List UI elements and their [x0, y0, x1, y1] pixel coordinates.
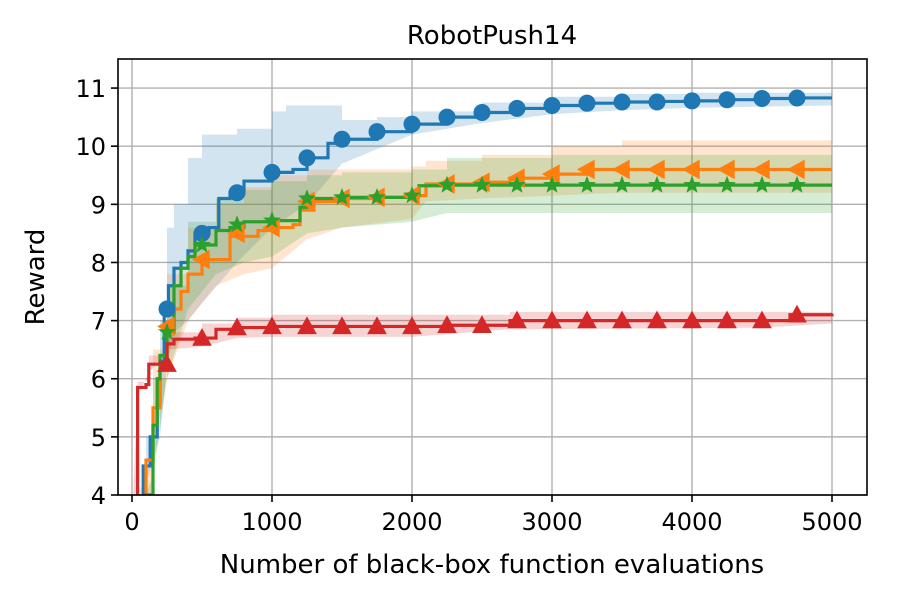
series-line-4 — [136, 313, 834, 495]
y-tick-label: 8 — [91, 249, 106, 277]
star-marker — [298, 189, 316, 207]
triangle-up-marker — [262, 316, 282, 335]
axis-ticks: 0 1000 2000 3000 4000 5000 4 5 6 7 8 9 10 11 — [75, 75, 862, 536]
triangle-left-marker — [751, 159, 770, 180]
star-marker — [543, 175, 561, 193]
triangle-up-marker — [752, 310, 772, 329]
triangle-up-marker — [577, 310, 597, 329]
triangle-up-marker — [472, 315, 492, 333]
circle-marker — [543, 97, 561, 115]
x-axis-label: Number of black-box function evaluations — [220, 550, 764, 580]
triangle-left-marker — [681, 159, 700, 180]
y-tick-label: 9 — [91, 191, 106, 219]
markers-series-4 — [157, 304, 807, 372]
circle-marker — [508, 99, 526, 117]
triangle-left-marker — [191, 249, 210, 270]
star-marker — [228, 215, 246, 233]
star-marker — [788, 175, 806, 193]
triangle-up-marker — [157, 354, 177, 372]
x-tick-label: 5000 — [801, 508, 862, 536]
triangle-up-marker — [787, 304, 807, 323]
x-tick-label: 4000 — [661, 508, 722, 536]
triangle-up-marker — [297, 316, 317, 335]
circle-marker — [613, 93, 631, 111]
x-tick-label: 0 — [124, 508, 139, 536]
triangle-up-marker — [437, 315, 457, 333]
triangle-up-marker — [717, 310, 737, 329]
star-marker — [753, 175, 771, 193]
star-marker — [438, 175, 456, 193]
y-tick-label: 10 — [75, 133, 106, 161]
circle-marker — [263, 163, 281, 181]
y-axis-label: Reward — [21, 229, 51, 326]
triangle-left-marker — [611, 159, 630, 180]
circle-marker — [403, 115, 421, 133]
circle-marker — [158, 300, 176, 318]
confidence-band-series-2 — [132, 140, 832, 495]
star-marker — [158, 322, 176, 340]
triangle-up-marker — [367, 316, 387, 335]
star-marker — [508, 175, 526, 193]
circle-marker — [228, 184, 246, 202]
star-marker — [473, 175, 491, 193]
triangle-up-marker — [647, 310, 667, 329]
circle-marker — [648, 93, 666, 111]
circle-marker — [368, 123, 386, 141]
confidence-band-series-4 — [132, 308, 832, 495]
confidence-bands — [132, 90, 832, 495]
markers-series-3 — [158, 175, 806, 340]
triangle-up-marker — [402, 316, 422, 335]
y-tick-label: 4 — [91, 482, 106, 510]
circle-marker — [753, 90, 771, 108]
circle-marker — [578, 94, 596, 112]
y-tick-label: 6 — [91, 366, 106, 394]
plot-frame — [117, 58, 868, 496]
triangle-up-marker — [227, 317, 247, 336]
triangle-left-marker — [646, 159, 665, 180]
star-marker — [648, 175, 666, 193]
y-tick-label: 7 — [91, 308, 106, 336]
circle-marker — [683, 92, 701, 110]
triangle-left-marker — [576, 159, 595, 180]
x-tick-label: 3000 — [521, 508, 582, 536]
star-marker — [368, 187, 386, 205]
triangle-up-marker — [612, 310, 632, 329]
triangle-up-marker — [192, 328, 212, 346]
triangle-up-marker — [507, 310, 527, 329]
triangle-left-marker — [786, 159, 805, 180]
circle-marker — [473, 103, 491, 121]
star-marker — [718, 175, 736, 193]
circle-marker — [333, 130, 351, 148]
triangle-up-marker — [332, 316, 352, 335]
circle-marker — [788, 89, 806, 107]
circle-marker — [298, 149, 316, 167]
triangle-up-marker — [542, 310, 562, 329]
triangle-left-marker — [716, 159, 735, 180]
x-tick-label: 1000 — [241, 508, 302, 536]
star-marker — [578, 175, 596, 193]
star-marker — [333, 187, 351, 205]
circle-marker — [718, 91, 736, 109]
star-marker — [263, 211, 281, 229]
star-marker — [403, 186, 421, 204]
star-marker — [683, 175, 701, 193]
x-tick-label: 2000 — [381, 508, 442, 536]
y-tick-label: 5 — [91, 424, 106, 452]
star-marker — [193, 235, 211, 253]
markers-series-1 — [158, 89, 806, 318]
chart-title: RobotPush14 — [407, 21, 577, 51]
circle-marker — [438, 108, 456, 126]
y-tick-label: 11 — [75, 75, 106, 103]
series-markers — [156, 89, 807, 372]
star-marker — [613, 175, 631, 193]
triangle-up-marker — [682, 310, 702, 329]
